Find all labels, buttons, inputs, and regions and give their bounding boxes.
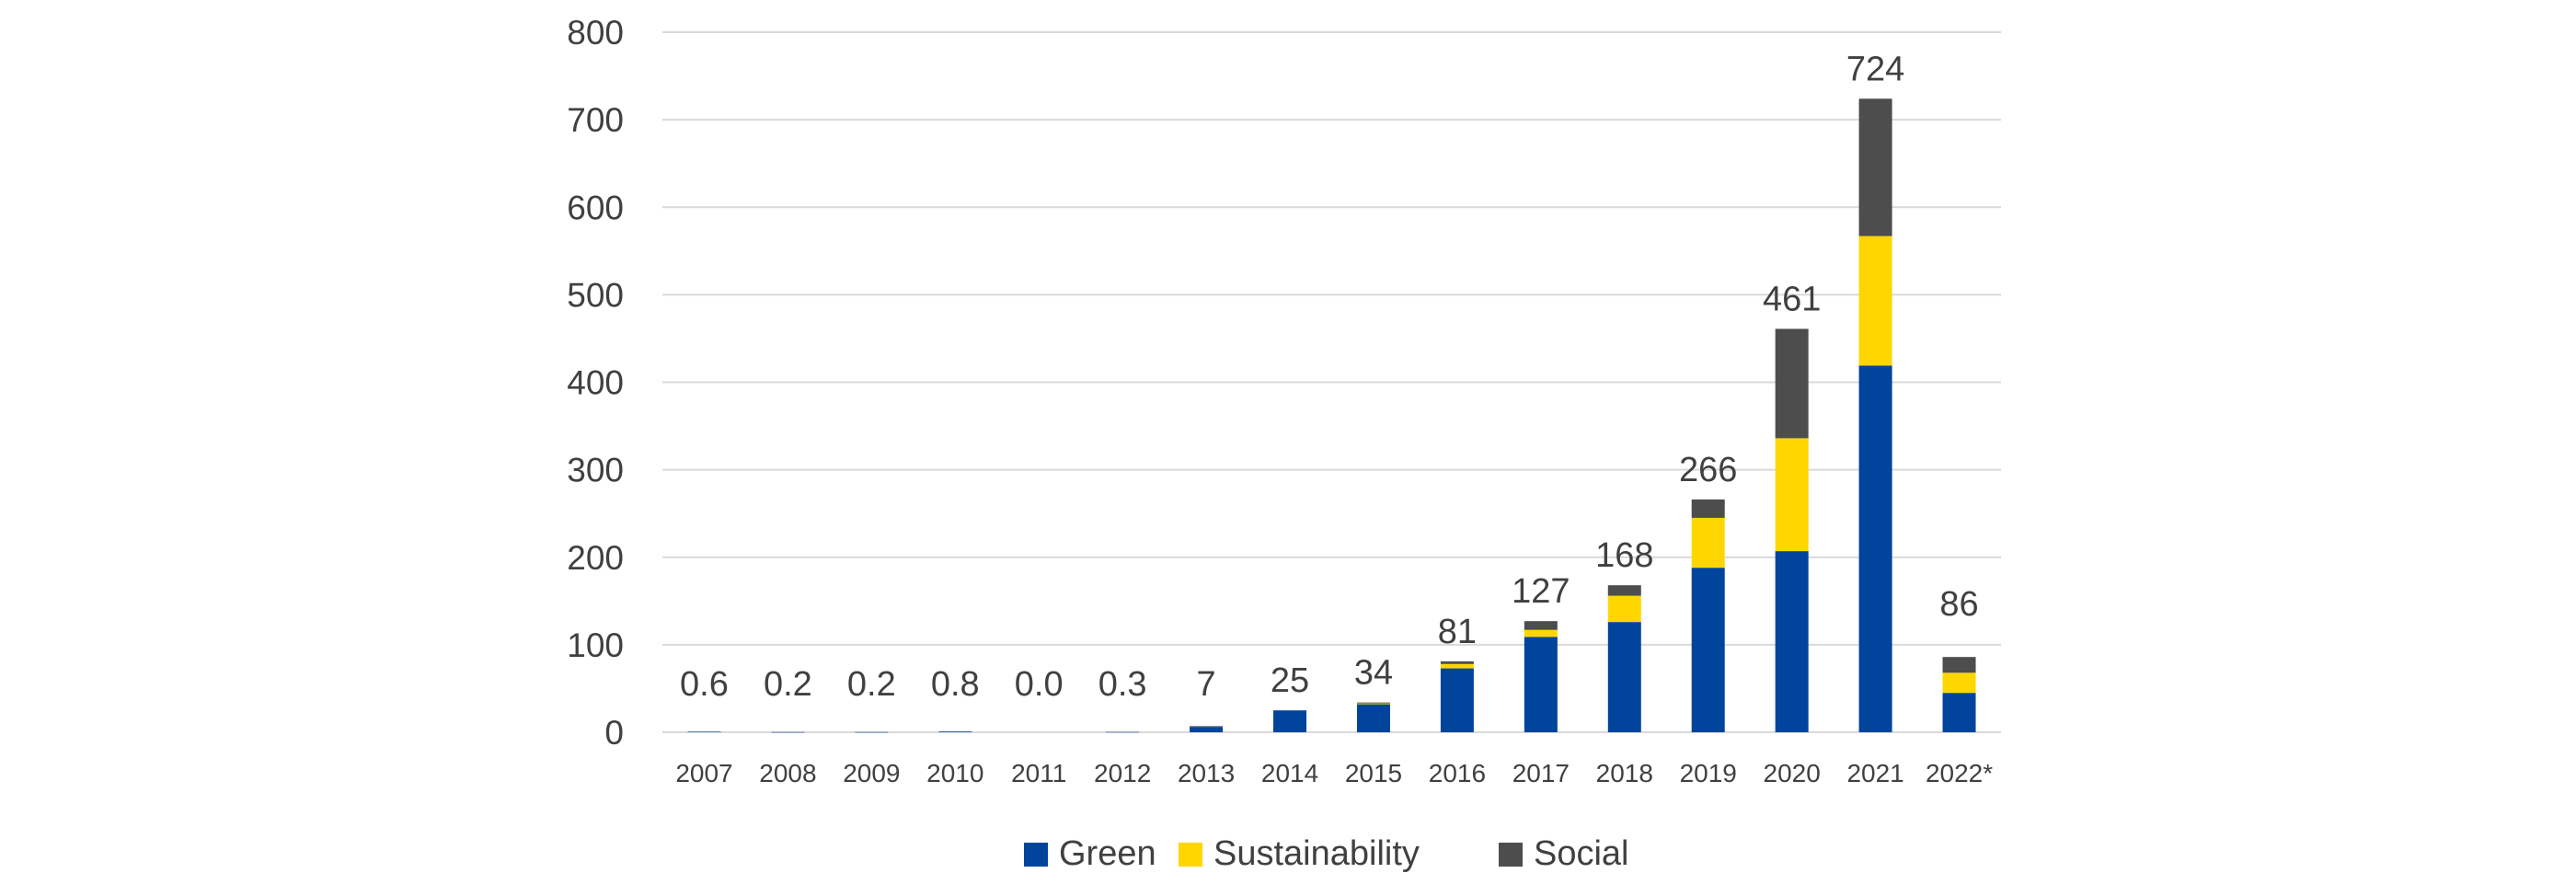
- x-tick-label: 2021: [1846, 759, 1903, 787]
- bar-social-2015: [1356, 702, 1390, 704]
- bar-green-2015: [1356, 704, 1390, 732]
- x-tick-label: 2019: [1680, 759, 1737, 787]
- y-tick-label: 100: [567, 626, 624, 664]
- total-label: 461: [1763, 280, 1821, 318]
- bar-green-2007: [687, 731, 721, 732]
- bar-green-2013: [1190, 727, 1224, 732]
- bar-sustainability-2022: [1942, 672, 1976, 694]
- bar-social-2019: [1691, 499, 1725, 518]
- bar-green-2018: [1607, 622, 1641, 732]
- bar-sustainability-2018: [1607, 595, 1641, 623]
- legend-swatch-green: [1024, 843, 1048, 867]
- y-tick-label: 200: [567, 539, 624, 577]
- total-label: 0.2: [764, 665, 812, 704]
- bar-social-2021: [1858, 98, 1892, 236]
- bar-social-2013: [1190, 726, 1224, 728]
- total-label: 168: [1595, 536, 1653, 575]
- bar-sustainability-2020: [1775, 438, 1809, 552]
- legend-label-sustainability: Sustainability: [1213, 834, 1420, 873]
- y-tick-label: 600: [567, 189, 624, 226]
- y-tick-label: 500: [567, 276, 624, 314]
- bar-green-2012: [1106, 731, 1140, 733]
- bar-green-2022: [1942, 693, 1976, 732]
- total-label: 0.8: [931, 665, 980, 704]
- legend: Green Sustainability Social: [1024, 834, 1629, 873]
- bar-green-2016: [1440, 668, 1474, 732]
- y-tick-label: 300: [567, 452, 624, 489]
- bar-green-2014: [1273, 710, 1307, 732]
- x-tick-label: 2016: [1429, 759, 1486, 787]
- bar-social-2022: [1942, 657, 1976, 673]
- total-labels: 0.6 0.2 0.2 0.8 0.0 0.3 7 25 34 81 127 168 266 461 724…: [680, 50, 1979, 704]
- legend-label-green: Green: [1059, 834, 1156, 873]
- total-label: 0.0: [1015, 665, 1064, 704]
- x-axis-tick-labels: 2007 2008 2009 2010 2011 2012 2013 2014 2015 2016…: [675, 759, 1993, 787]
- bar-social-2018: [1607, 585, 1641, 596]
- x-tick-label: 2010: [926, 759, 983, 787]
- x-tick-label: 2012: [1094, 759, 1151, 787]
- bar-sustainability-2017: [1524, 629, 1558, 638]
- bar-sustainability-2019: [1691, 517, 1725, 569]
- total-label: 81: [1438, 613, 1477, 651]
- x-tick-label: 2013: [1178, 759, 1235, 787]
- total-label: 266: [1679, 451, 1737, 489]
- bar-green-2010: [938, 731, 972, 732]
- total-label: 25: [1271, 661, 1309, 700]
- bar-green-2008: [771, 731, 805, 733]
- bar-green-2017: [1524, 637, 1558, 732]
- y-tick-label: 800: [567, 14, 624, 52]
- bar-social-2017: [1524, 621, 1558, 630]
- bar-sustainability-2015: [1356, 703, 1390, 705]
- total-label: 0.6: [680, 665, 729, 704]
- total-label: 0.3: [1098, 665, 1147, 704]
- x-tick-label: 2015: [1345, 759, 1402, 787]
- x-tick-label: 2011: [1011, 759, 1066, 787]
- legend-label-social: Social: [1534, 834, 1629, 873]
- y-tick-label: 0: [604, 714, 624, 752]
- x-tick-label: 2008: [759, 759, 816, 787]
- bar-green-2020: [1775, 551, 1809, 732]
- bar-social-2016: [1440, 661, 1474, 664]
- total-label: 0.2: [847, 665, 896, 704]
- bar-sustainability-2021: [1858, 235, 1892, 366]
- total-label: 7: [1197, 665, 1216, 704]
- x-tick-label: 2014: [1261, 759, 1318, 787]
- y-tick-label: 400: [567, 364, 624, 402]
- x-tick-label: 2009: [843, 759, 900, 787]
- x-tick-label: 2018: [1596, 759, 1653, 787]
- bar-green-2019: [1691, 568, 1725, 732]
- x-tick-label: 2007: [675, 759, 732, 787]
- legend-swatch-sustainability: [1179, 843, 1202, 867]
- total-label: 724: [1846, 50, 1904, 88]
- bar-green-2021: [1858, 365, 1892, 732]
- total-label: 127: [1512, 572, 1570, 611]
- legend-swatch-social: [1499, 843, 1523, 867]
- x-tick-label: 2020: [1764, 759, 1821, 787]
- bar-social-2020: [1775, 328, 1809, 439]
- bar-green-2009: [855, 731, 889, 733]
- x-tick-label: 2022*: [1926, 759, 1993, 787]
- total-label: 86: [1939, 585, 1978, 624]
- x-tick-label: 2017: [1512, 759, 1570, 787]
- bar-sustainability-2016: [1440, 663, 1474, 669]
- y-tick-label: 700: [567, 101, 624, 139]
- gridlines: [662, 31, 2001, 733]
- y-axis-tick-labels: 0 100 200 300 400 500 600 700 800: [567, 14, 624, 752]
- total-label: 34: [1354, 654, 1393, 693]
- bars: [687, 98, 1976, 733]
